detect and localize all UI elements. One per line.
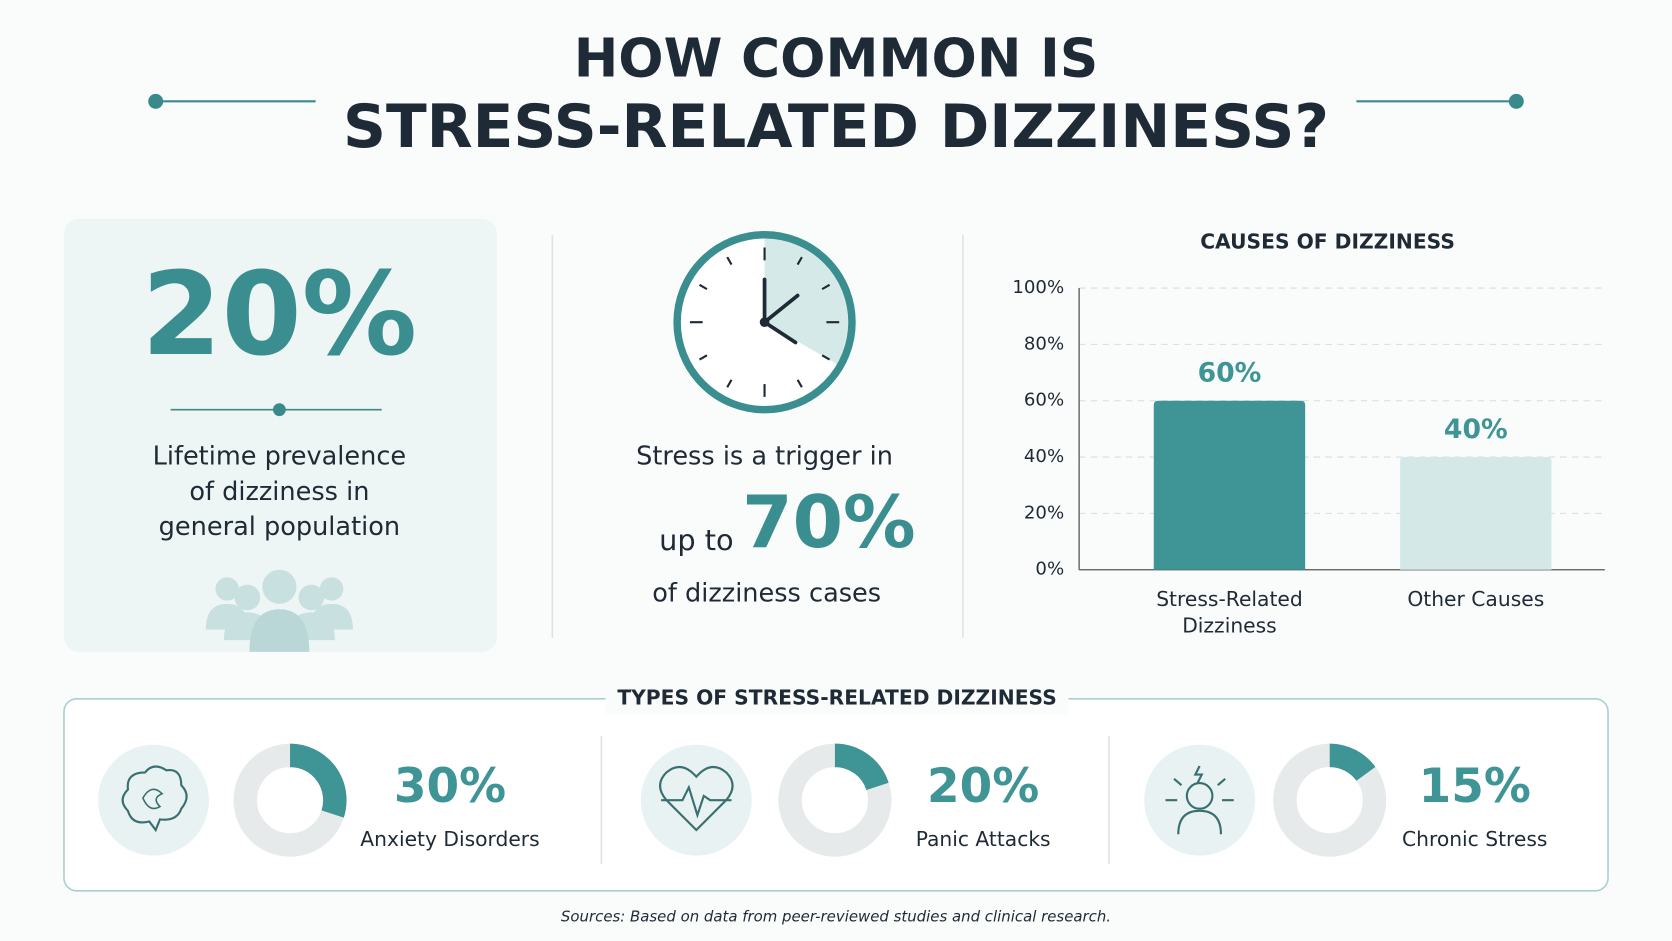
- category-label: Panic Attacks: [916, 827, 1051, 851]
- stress-icon: [1144, 744, 1256, 856]
- category-label: Chronic Stress: [1402, 827, 1547, 851]
- y-tick-label: 60%: [1024, 390, 1064, 411]
- x-tick-label: Other Causes: [1407, 587, 1545, 612]
- y-tick-label: 80%: [1024, 333, 1064, 354]
- title-line: HOW COMMON IS: [574, 27, 1099, 90]
- y-tick-label: 0%: [1035, 559, 1064, 580]
- donut-arc: [1329, 743, 1376, 782]
- title-backdrop: [605, 682, 1069, 715]
- title-decoration: [148, 93, 1524, 109]
- x-tick-label: Stress-Related Dizziness: [1156, 587, 1303, 639]
- bar: [1153, 400, 1306, 570]
- panel-title: TYPES OF STRESS-RELATED DIZZINESS: [617, 685, 1056, 709]
- stat-text: Lifetime prevalence: [153, 442, 407, 472]
- y-tick-label: 100%: [1012, 277, 1064, 298]
- stat-text: of dizziness in: [189, 477, 369, 507]
- y-tick-label: 40%: [1024, 446, 1064, 467]
- y-tick-label: 20%: [1024, 502, 1064, 523]
- people-icon: [205, 569, 353, 652]
- value-label: 40%: [1444, 414, 1508, 445]
- donut-arc: [289, 743, 347, 818]
- bar: [1400, 457, 1552, 570]
- title-line: STRESS-RELATED DIZZINESS?: [343, 93, 1329, 162]
- stat-value: 20%: [142, 248, 418, 382]
- trigger-text: Stress is a trigger in: [636, 442, 893, 472]
- donut-arc: [834, 743, 889, 791]
- stat-card: [63, 218, 497, 652]
- value-label: 20%: [927, 759, 1039, 814]
- stat-text: general population: [159, 512, 400, 542]
- clock-icon: [673, 230, 856, 414]
- category-label: Anxiety Disorders: [360, 827, 539, 851]
- trigger-stat: 70%: [742, 481, 916, 565]
- sources: Sources: Based on data from peer-reviewe…: [561, 908, 1111, 926]
- chart-title: CAUSES OF DIZZINESS: [1200, 230, 1455, 254]
- value-label: 15%: [1419, 759, 1531, 814]
- heart-icon: [640, 744, 752, 856]
- brain-icon: [98, 744, 210, 856]
- value-label: 60%: [1198, 358, 1262, 389]
- trigger-text: of dizziness cases: [652, 578, 881, 608]
- divider: [170, 403, 382, 417]
- value-label: 30%: [394, 759, 506, 814]
- trigger-prefix: up to: [659, 523, 734, 557]
